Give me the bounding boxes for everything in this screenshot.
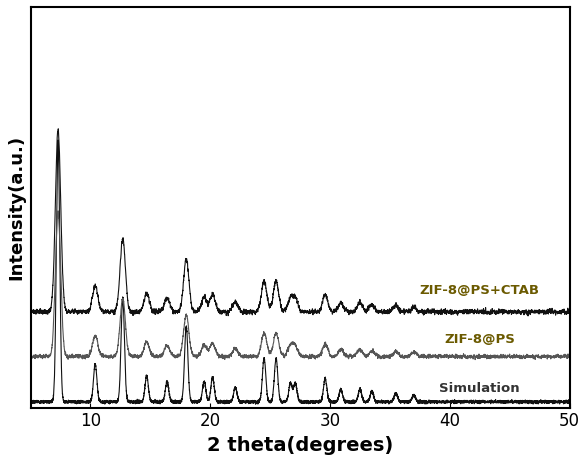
Text: ZIF-8@PS: ZIF-8@PS [444,333,515,346]
Text: Simulation: Simulation [440,382,520,395]
Y-axis label: Intensity(a.u.): Intensity(a.u.) [7,135,25,280]
X-axis label: 2 theta(degrees): 2 theta(degrees) [207,436,393,455]
Text: ZIF-8@PS+CTAB: ZIF-8@PS+CTAB [420,284,539,298]
